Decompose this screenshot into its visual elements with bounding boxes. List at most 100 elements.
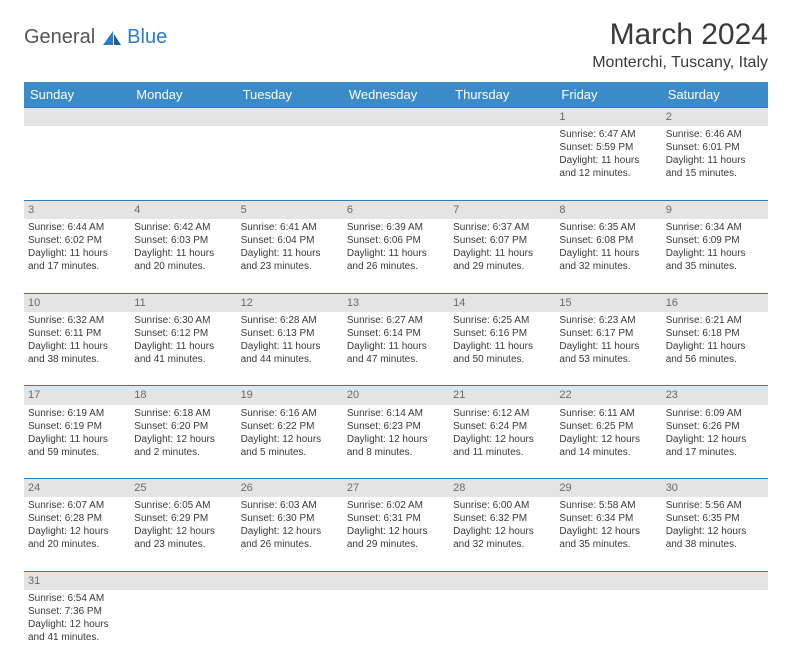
calendar-table: Sunday Monday Tuesday Wednesday Thursday… [24, 82, 768, 664]
location: Monterchi, Tuscany, Italy [592, 54, 768, 72]
day-detail-cell: Sunrise: 6:46 AMSunset: 6:01 PMDaylight:… [662, 126, 768, 200]
day-detail-cell: Sunrise: 6:18 AMSunset: 6:20 PMDaylight:… [130, 405, 236, 479]
day-detail-cell [24, 126, 130, 200]
daylight-text: and 15 minutes. [666, 167, 764, 180]
day-number: 5 [237, 200, 343, 219]
day-detail-cell: Sunrise: 6:14 AMSunset: 6:23 PMDaylight:… [343, 405, 449, 479]
day-number: 3 [24, 200, 130, 219]
daylight-text: and 2 minutes. [134, 446, 232, 459]
day-detail-cell: Sunrise: 6:25 AMSunset: 6:16 PMDaylight:… [449, 312, 555, 386]
sunset-text: Sunset: 6:18 PM [666, 327, 764, 340]
day-detail-cell: Sunrise: 6:34 AMSunset: 6:09 PMDaylight:… [662, 219, 768, 293]
sunrise-text: Sunrise: 6:54 AM [28, 592, 126, 605]
day-detail-cell: Sunrise: 5:58 AMSunset: 6:34 PMDaylight:… [555, 497, 661, 571]
sunset-text: Sunset: 6:17 PM [559, 327, 657, 340]
day-detail-cell: Sunrise: 6:12 AMSunset: 6:24 PMDaylight:… [449, 405, 555, 479]
sunrise-text: Sunrise: 6:23 AM [559, 314, 657, 327]
daylight-text: Daylight: 11 hours [347, 247, 445, 260]
day-detail-cell: Sunrise: 6:16 AMSunset: 6:22 PMDaylight:… [237, 405, 343, 479]
day-detail-cell [237, 126, 343, 200]
day-detail-cell: Sunrise: 6:07 AMSunset: 6:28 PMDaylight:… [24, 497, 130, 571]
sunrise-text: Sunrise: 6:02 AM [347, 499, 445, 512]
sunrise-text: Sunrise: 6:07 AM [28, 499, 126, 512]
day-detail-row: Sunrise: 6:19 AMSunset: 6:19 PMDaylight:… [24, 405, 768, 479]
day-detail-row: Sunrise: 6:07 AMSunset: 6:28 PMDaylight:… [24, 497, 768, 571]
sunrise-text: Sunrise: 6:34 AM [666, 221, 764, 234]
sunset-text: Sunset: 6:06 PM [347, 234, 445, 247]
sunset-text: Sunset: 6:01 PM [666, 141, 764, 154]
day-detail-cell: Sunrise: 6:32 AMSunset: 6:11 PMDaylight:… [24, 312, 130, 386]
day-detail-cell: Sunrise: 6:39 AMSunset: 6:06 PMDaylight:… [343, 219, 449, 293]
day-detail-cell: Sunrise: 6:09 AMSunset: 6:26 PMDaylight:… [662, 405, 768, 479]
day-detail-cell [343, 126, 449, 200]
day-number: 28 [449, 479, 555, 498]
day-detail-cell: Sunrise: 6:21 AMSunset: 6:18 PMDaylight:… [662, 312, 768, 386]
sunrise-text: Sunrise: 6:30 AM [134, 314, 232, 327]
daylight-text: and 53 minutes. [559, 353, 657, 366]
sunrise-text: Sunrise: 6:42 AM [134, 221, 232, 234]
sunrise-text: Sunrise: 6:35 AM [559, 221, 657, 234]
day-number: 25 [130, 479, 236, 498]
daynum-row: 3456789 [24, 200, 768, 219]
logo: General Blue [24, 26, 167, 49]
daylight-text: and 29 minutes. [453, 260, 551, 273]
sunset-text: Sunset: 6:22 PM [241, 420, 339, 433]
day-detail-cell: Sunrise: 6:37 AMSunset: 6:07 PMDaylight:… [449, 219, 555, 293]
daylight-text: Daylight: 11 hours [134, 247, 232, 260]
sunset-text: Sunset: 6:31 PM [347, 512, 445, 525]
daylight-text: Daylight: 12 hours [28, 618, 126, 631]
day-detail-cell [130, 126, 236, 200]
day-number: 2 [662, 108, 768, 127]
day-detail-cell: Sunrise: 5:56 AMSunset: 6:35 PMDaylight:… [662, 497, 768, 571]
sunrise-text: Sunrise: 5:56 AM [666, 499, 764, 512]
day-detail-cell [343, 590, 449, 664]
sunrise-text: Sunrise: 6:44 AM [28, 221, 126, 234]
sunrise-text: Sunrise: 6:21 AM [666, 314, 764, 327]
sunrise-text: Sunrise: 6:11 AM [559, 407, 657, 420]
sunrise-text: Sunrise: 6:12 AM [453, 407, 551, 420]
weekday-header: Thursday [449, 82, 555, 108]
day-number: 26 [237, 479, 343, 498]
logo-text-general: General [24, 26, 95, 49]
day-detail-row: Sunrise: 6:32 AMSunset: 6:11 PMDaylight:… [24, 312, 768, 386]
day-number: 22 [555, 386, 661, 405]
day-number: 14 [449, 293, 555, 312]
sunset-text: Sunset: 6:35 PM [666, 512, 764, 525]
day-detail-cell: Sunrise: 6:47 AMSunset: 5:59 PMDaylight:… [555, 126, 661, 200]
daylight-text: Daylight: 11 hours [666, 340, 764, 353]
day-number: 13 [343, 293, 449, 312]
day-detail-cell [237, 590, 343, 664]
daylight-text: Daylight: 12 hours [28, 525, 126, 538]
day-number: 11 [130, 293, 236, 312]
sunset-text: Sunset: 6:03 PM [134, 234, 232, 247]
weekday-header: Saturday [662, 82, 768, 108]
sunset-text: Sunset: 6:26 PM [666, 420, 764, 433]
daylight-text: and 35 minutes. [559, 538, 657, 551]
day-number [130, 571, 236, 590]
day-number [449, 571, 555, 590]
daylight-text: and 14 minutes. [559, 446, 657, 459]
sunset-text: Sunset: 6:07 PM [453, 234, 551, 247]
day-number: 21 [449, 386, 555, 405]
sunset-text: Sunset: 5:59 PM [559, 141, 657, 154]
daylight-text: Daylight: 12 hours [666, 433, 764, 446]
day-detail-cell [130, 590, 236, 664]
day-detail-cell [449, 126, 555, 200]
day-detail-row: Sunrise: 6:44 AMSunset: 6:02 PMDaylight:… [24, 219, 768, 293]
day-number: 15 [555, 293, 661, 312]
day-detail-cell [662, 590, 768, 664]
weekday-header: Tuesday [237, 82, 343, 108]
daylight-text: and 8 minutes. [347, 446, 445, 459]
sunset-text: Sunset: 6:16 PM [453, 327, 551, 340]
day-number: 23 [662, 386, 768, 405]
day-detail-cell: Sunrise: 6:05 AMSunset: 6:29 PMDaylight:… [130, 497, 236, 571]
day-number [237, 108, 343, 127]
daylight-text: Daylight: 11 hours [559, 247, 657, 260]
daylight-text: and 17 minutes. [28, 260, 126, 273]
day-detail-cell: Sunrise: 6:03 AMSunset: 6:30 PMDaylight:… [237, 497, 343, 571]
daylight-text: and 41 minutes. [134, 353, 232, 366]
sunrise-text: Sunrise: 6:25 AM [453, 314, 551, 327]
day-number: 29 [555, 479, 661, 498]
day-detail-cell: Sunrise: 6:30 AMSunset: 6:12 PMDaylight:… [130, 312, 236, 386]
sunset-text: Sunset: 6:04 PM [241, 234, 339, 247]
